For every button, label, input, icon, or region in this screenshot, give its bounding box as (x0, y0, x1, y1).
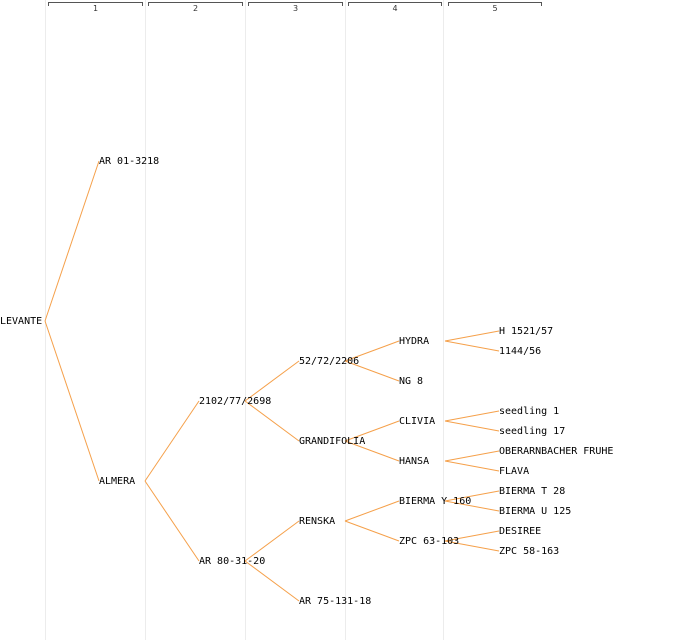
node-hansa[interactable]: HANSA (399, 456, 430, 467)
generation-header-2: 2 (148, 0, 243, 16)
edge-2102-grandifolia (244, 400, 300, 442)
generation-column-divider (245, 0, 246, 640)
edge-levante-ar01 (44, 160, 100, 322)
node-ar75-131-18[interactable]: AR 75-131-18 (299, 596, 372, 607)
edge-hansa-oberarn (444, 450, 500, 462)
node-renska[interactable]: RENSKA (299, 516, 336, 527)
generation-bracket (48, 2, 143, 6)
node-1144-56[interactable]: 1144/56 (499, 346, 542, 357)
node-bierma-u-125[interactable]: BIERMA U 125 (499, 506, 572, 517)
edge-renska-zpc63 (344, 520, 400, 542)
generation-bracket (248, 2, 343, 6)
node-zpc63-103[interactable]: ZPC 63-103 (399, 536, 460, 547)
generation-bracket (148, 2, 243, 6)
generation-header-1: 1 (48, 0, 143, 16)
edge-5272-ng8 (344, 360, 400, 382)
generation-number: 1 (92, 4, 99, 13)
node-ng8[interactable]: NG 8 (399, 376, 424, 387)
edge-ar80-ar75 (244, 560, 300, 602)
node-almera[interactable]: ALMERA (99, 476, 136, 487)
edge-clivia-seedling17 (444, 420, 500, 432)
edge-zpc63-zpc58 (444, 540, 500, 552)
edge-zpc63-desiree (444, 530, 500, 542)
edge-2102-5272 (244, 360, 300, 402)
node-desiree[interactable]: DESIREE (499, 526, 542, 537)
node-52-72-2206[interactable]: 52/72/2206 (299, 356, 360, 367)
edge-almera-2102 (144, 400, 200, 482)
node-bierma-t-28[interactable]: BIERMA T 28 (499, 486, 566, 497)
generation-bracket (348, 2, 442, 6)
edge-levante-almera (44, 320, 100, 482)
edge-ar80-renska (244, 520, 300, 562)
node-ar80-31-20[interactable]: AR 80-31-20 (199, 556, 266, 567)
generation-header-4: 4 (348, 0, 442, 16)
generation-number: 5 (492, 4, 498, 13)
generation-column-divider (443, 0, 444, 640)
node-2102-77-2698[interactable]: 2102/77/2698 (199, 396, 272, 407)
edge-almera-ar80 (144, 480, 200, 562)
edge-hansa-flava (444, 460, 500, 472)
edge-renska-biermay (344, 500, 400, 522)
node-ar01-3218[interactable]: AR 01-3218 (99, 156, 160, 167)
generation-number: 4 (392, 4, 398, 13)
edge-hydra-1144 (444, 340, 500, 352)
node-zpc58-163[interactable]: ZPC 58-163 (499, 546, 560, 557)
generation-header-3: 3 (248, 0, 343, 16)
generation-number: 2 (192, 4, 199, 13)
node-bierma-y-160[interactable]: BIERMA Y 160 (399, 496, 472, 507)
node-hydra[interactable]: HYDRA (399, 336, 430, 347)
node-grandifolia[interactable]: GRANDIFOLIA (299, 436, 366, 447)
edge-clivia-seedling1 (444, 410, 500, 422)
generation-bracket (448, 2, 542, 6)
node-flava[interactable]: FLAVA (499, 466, 530, 477)
generation-number: 3 (292, 4, 299, 13)
node-oberarnbacher-fruhe[interactable]: OBERARNBACHER FRUHE (499, 446, 614, 457)
node-h1521-57[interactable]: H 1521/57 (499, 326, 554, 337)
node-levante[interactable]: LEVANTE (0, 316, 43, 327)
generation-column-divider (345, 0, 346, 640)
generation-header-5: 5 (448, 0, 542, 16)
edge-biermay-biermau (444, 500, 500, 512)
node-seedling-17[interactable]: seedling 17 (499, 426, 566, 437)
edge-grandifolia-clivia (344, 420, 400, 442)
edge-hydra-h1521 (444, 330, 500, 342)
node-seedling-1[interactable]: seedling 1 (499, 406, 560, 417)
edge-biermay-biermat (444, 490, 500, 502)
generation-column-divider (145, 0, 146, 640)
node-clivia[interactable]: CLIVIA (399, 416, 436, 427)
edge-grandifolia-hansa (344, 440, 400, 462)
edge-5272-hydra (344, 340, 400, 362)
